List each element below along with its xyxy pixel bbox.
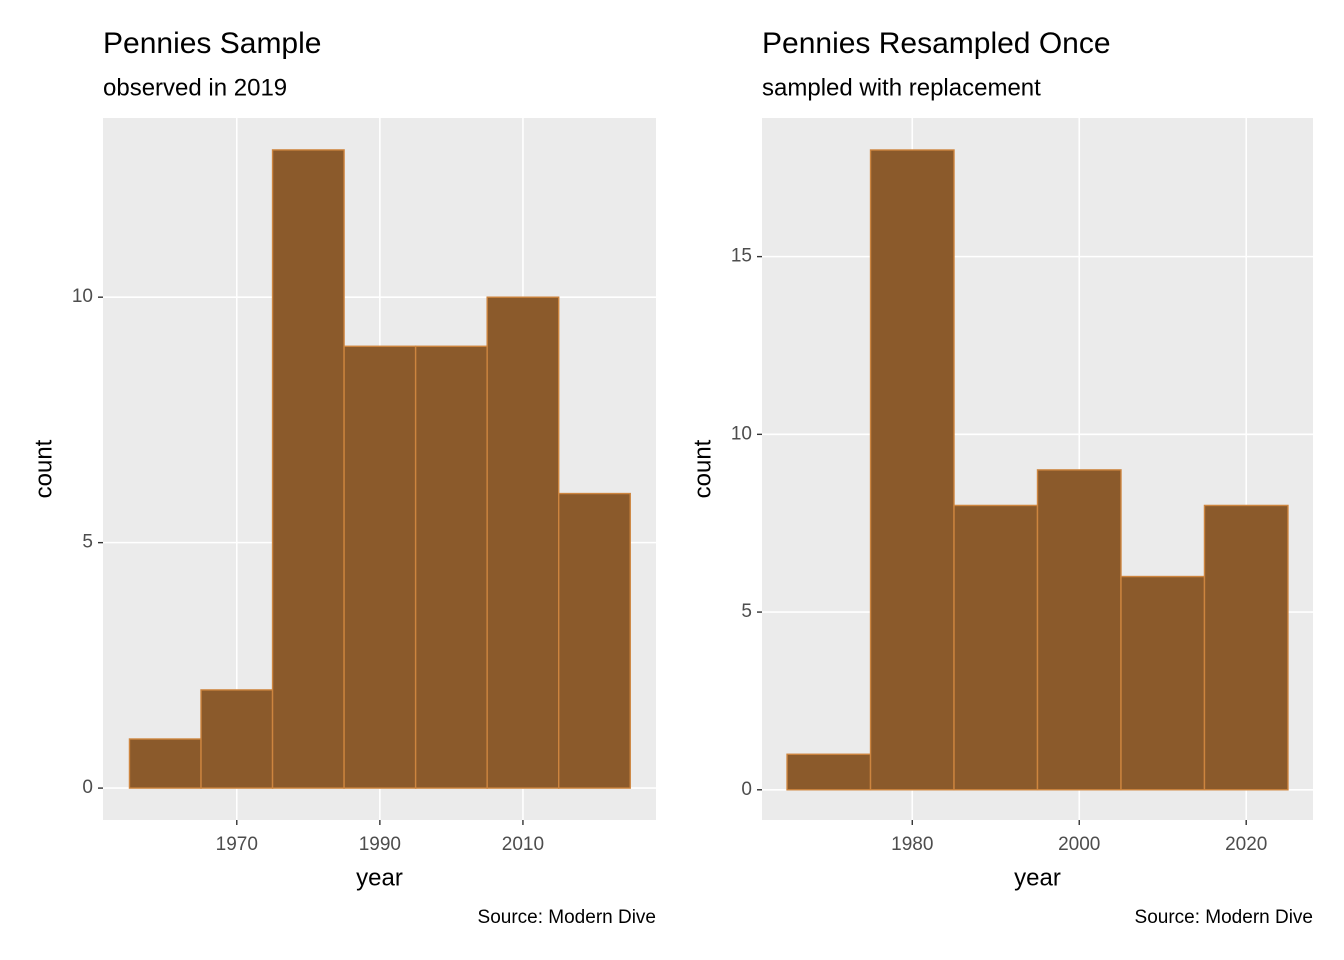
bar [414, 345, 488, 789]
x-axis-title: year [1014, 864, 1061, 891]
caption: Source: Modern Dive [478, 907, 656, 928]
chart-subtitle: sampled with replacement [762, 74, 1041, 101]
x-tick-label: 1970 [216, 834, 258, 855]
x-tick-label: 2000 [1058, 834, 1100, 855]
bar [343, 345, 417, 789]
y-tick-label: 0 [741, 779, 752, 800]
chart-title: Pennies Resampled Once [762, 27, 1111, 60]
y-tick-label: 10 [731, 423, 752, 444]
bar [1203, 504, 1289, 791]
bar [869, 149, 955, 791]
x-tick-label: 1990 [359, 834, 401, 855]
bar [486, 296, 560, 789]
y-tick-label: 15 [731, 246, 752, 267]
x-tick-label: 1980 [891, 834, 933, 855]
bar [128, 738, 202, 789]
bar [786, 753, 872, 791]
bar [200, 689, 274, 789]
bar [558, 492, 631, 789]
chart-title: Pennies Sample [103, 27, 321, 60]
bar [271, 149, 345, 789]
chart-subtitle: observed in 2019 [103, 74, 287, 101]
bar [953, 504, 1039, 791]
x-axis-title: year [356, 864, 403, 891]
caption: Source: Modern Dive [1135, 907, 1313, 928]
y-tick-label: 0 [82, 777, 93, 798]
y-tick-label: 5 [741, 601, 752, 622]
y-tick-label: 5 [82, 532, 93, 553]
bar [1036, 469, 1122, 791]
y-tick-label: 10 [72, 286, 93, 307]
y-axis-title: count [689, 439, 716, 498]
bar [1120, 575, 1206, 791]
y-axis-title: count [30, 439, 57, 498]
x-tick-label: 2010 [502, 834, 544, 855]
x-tick-label: 2020 [1225, 834, 1267, 855]
